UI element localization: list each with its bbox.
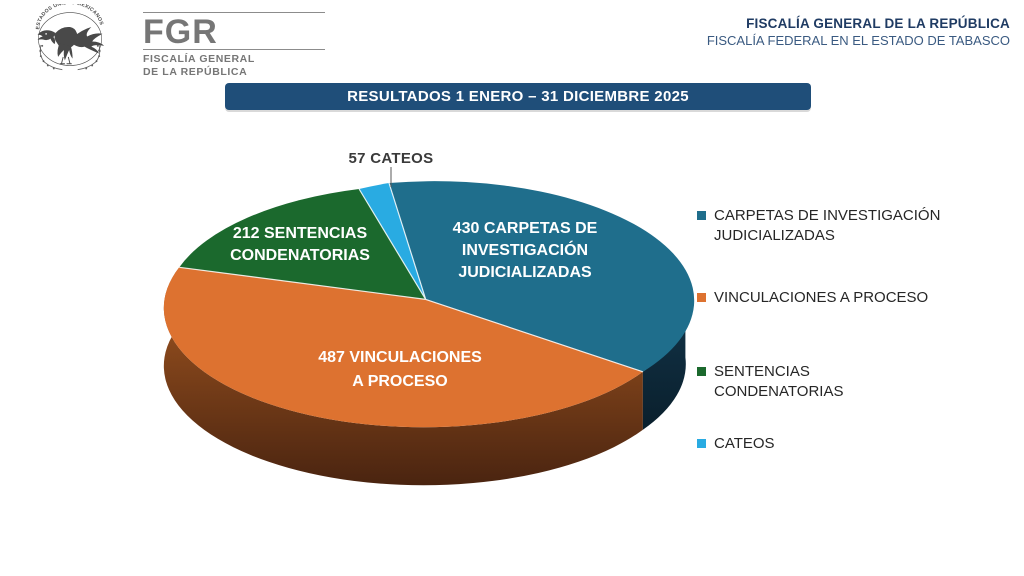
svg-text:JUDICIALIZADAS: JUDICIALIZADAS bbox=[458, 264, 592, 281]
svg-text:430 CARPETAS DE: 430 CARPETAS DE bbox=[453, 220, 598, 237]
svg-text:212 SENTENCIAS: 212 SENTENCIAS bbox=[233, 225, 368, 242]
svg-text:INVESTIGACIÓN: INVESTIGACIÓN bbox=[462, 240, 588, 259]
svg-text:A PROCESO: A PROCESO bbox=[352, 373, 447, 390]
svg-text:487 VINCULACIONES: 487 VINCULACIONES bbox=[318, 349, 482, 366]
svg-text:CONDENATORIAS: CONDENATORIAS bbox=[230, 247, 370, 264]
